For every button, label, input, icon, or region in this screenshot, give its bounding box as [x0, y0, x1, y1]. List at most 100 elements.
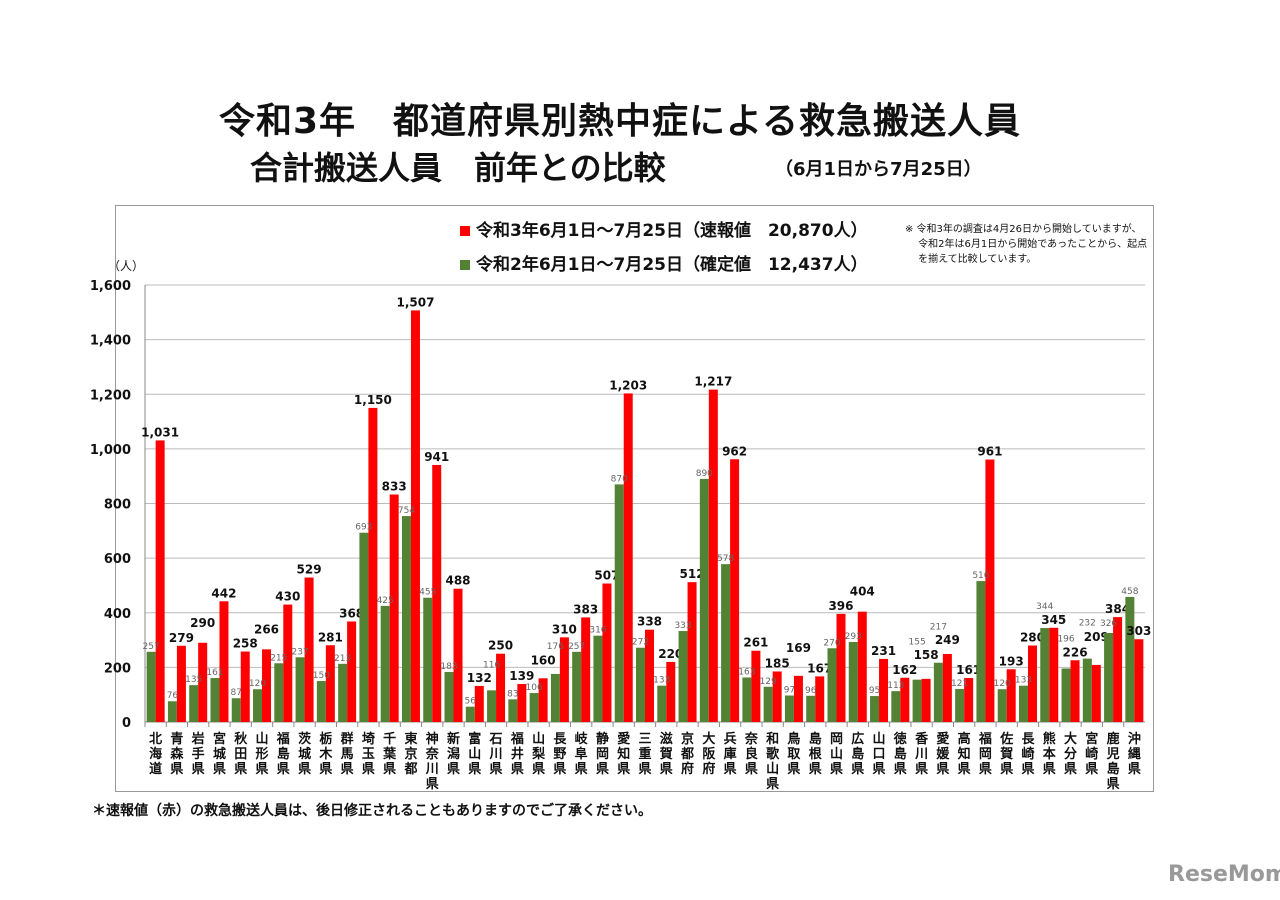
x-tick-label: 良 [745, 746, 758, 762]
x-tick-label: 田 [234, 747, 247, 762]
legend-label-2020: 令和2年6月1日～7月25日（確定値 12,437人） [476, 255, 868, 275]
data-label-2020: 316 [589, 626, 606, 636]
x-tick-label: 富 [468, 731, 481, 747]
bar-2021 [368, 407, 378, 722]
x-tick-label: 山 [532, 731, 545, 747]
data-label-2021: 310 [552, 622, 577, 636]
legend-item-2020: 令和2年6月1日～7月25日（確定値 12,437人） [460, 250, 868, 275]
x-tick-label: 広 [851, 731, 864, 747]
data-label-2020: 458 [1121, 587, 1138, 597]
x-tick-label: 兵 [724, 731, 737, 747]
data-label-2020: 270 [823, 638, 840, 648]
data-label-2021: 185 [765, 656, 790, 670]
bar-2021 [815, 676, 825, 722]
bar-2021 [857, 611, 867, 722]
resemom-logo: ReseMom [1168, 862, 1280, 887]
data-label-2021: 396 [828, 599, 853, 613]
data-label-2021: 290 [190, 616, 215, 630]
x-tick-label: 県 [192, 762, 205, 777]
x-tick-label: 滋 [660, 731, 673, 747]
x-tick-label: 県 [426, 777, 439, 792]
data-label-2020: 257 [143, 642, 160, 652]
x-tick-label: 潟 [447, 746, 460, 762]
bar-2020 [721, 564, 731, 722]
bar-2021 [687, 582, 697, 722]
bar-2021 [921, 678, 931, 722]
x-tick-label: 岡 [979, 747, 992, 762]
x-tick-label: 福 [978, 731, 992, 747]
title-line-2: 合計搬送人員 前年との比較 [250, 149, 666, 187]
data-label-2020: 56 [465, 697, 477, 707]
data-label-2020: 578 [717, 554, 734, 564]
x-tick-label: 島 [851, 746, 864, 762]
x-tick-label: 玉 [362, 747, 375, 762]
x-tick-label: 県 [1107, 777, 1120, 792]
bar-2020 [614, 484, 624, 722]
data-label-2021: 231 [871, 644, 896, 658]
bar-2021 [496, 653, 506, 722]
bar-2021 [900, 677, 910, 722]
x-tick-label: 愛 [936, 731, 949, 747]
x-tick-label: 県 [532, 762, 545, 777]
bar-2020 [976, 581, 986, 722]
x-tick-label: 千 [383, 731, 396, 747]
x-tick-label: 山 [256, 731, 269, 747]
x-tick-label: 県 [277, 762, 290, 777]
x-tick-label: 島 [1107, 761, 1120, 777]
data-label-2020: 120 [994, 679, 1011, 689]
x-tick-label: 馬 [341, 747, 354, 762]
bar-2020 [189, 685, 199, 722]
x-tick-label: 神 [426, 731, 439, 747]
x-tick-label: 府 [702, 761, 715, 777]
bar-2021 [1006, 669, 1016, 722]
data-label-2021: 220 [658, 647, 683, 661]
x-tick-label: 県 [851, 762, 864, 777]
x-tick-label: 児 [1106, 747, 1120, 762]
bar-2020 [636, 647, 645, 722]
x-tick-label: 県 [724, 762, 737, 777]
data-label-2020: 455 [419, 588, 436, 598]
x-tick-label: 愛 [617, 731, 630, 747]
bar-2020 [167, 701, 177, 722]
bar-2021 [1091, 664, 1101, 722]
data-label-2021: 161 [956, 663, 981, 677]
x-tick-label: 和 [766, 731, 779, 747]
x-tick-label: 奈 [425, 746, 440, 762]
x-tick-label: 県 [1064, 762, 1077, 777]
x-tick-label: 香 [914, 731, 929, 747]
x-tick-label: 青 [170, 731, 183, 747]
data-label-2020: 293 [845, 632, 862, 642]
x-tick-label: 山 [766, 761, 779, 777]
x-tick-label: 沖 [1128, 731, 1141, 747]
data-label-2021: 162 [892, 663, 917, 677]
x-tick-label: 城 [298, 746, 311, 762]
legend-swatch-green [460, 260, 470, 270]
data-label-2020: 870 [611, 474, 628, 484]
x-tick-label: 長 [553, 732, 567, 747]
x-tick-label: 県 [596, 762, 609, 777]
bar-2020 [465, 706, 475, 722]
data-label-2021: 249 [935, 633, 960, 647]
x-tick-label: 縄 [1128, 746, 1141, 762]
data-label-2020: 183 [440, 662, 457, 672]
data-label-2021: 280 [1020, 631, 1045, 645]
bar-2020 [444, 672, 454, 722]
bar-2021 [879, 658, 889, 722]
data-label-2021: 338 [637, 615, 662, 629]
bar-2021 [389, 494, 399, 722]
data-label-2020: 754 [398, 506, 415, 516]
data-label-2020: 333 [674, 621, 691, 631]
x-tick-label: 県 [298, 762, 311, 777]
x-tick-label: 県 [915, 762, 928, 777]
x-tick-label: 県 [745, 762, 758, 777]
bar-2021 [602, 583, 612, 722]
bar-2020 [487, 690, 497, 722]
data-label-2021: 962 [722, 444, 747, 458]
bar-2020 [274, 663, 284, 722]
bar-2021 [219, 601, 229, 722]
y-tick-label: 1,000 [90, 443, 131, 458]
x-tick-label: 山 [830, 746, 843, 762]
bar-2021 [453, 588, 463, 722]
y-tick-label: 600 [104, 552, 131, 567]
